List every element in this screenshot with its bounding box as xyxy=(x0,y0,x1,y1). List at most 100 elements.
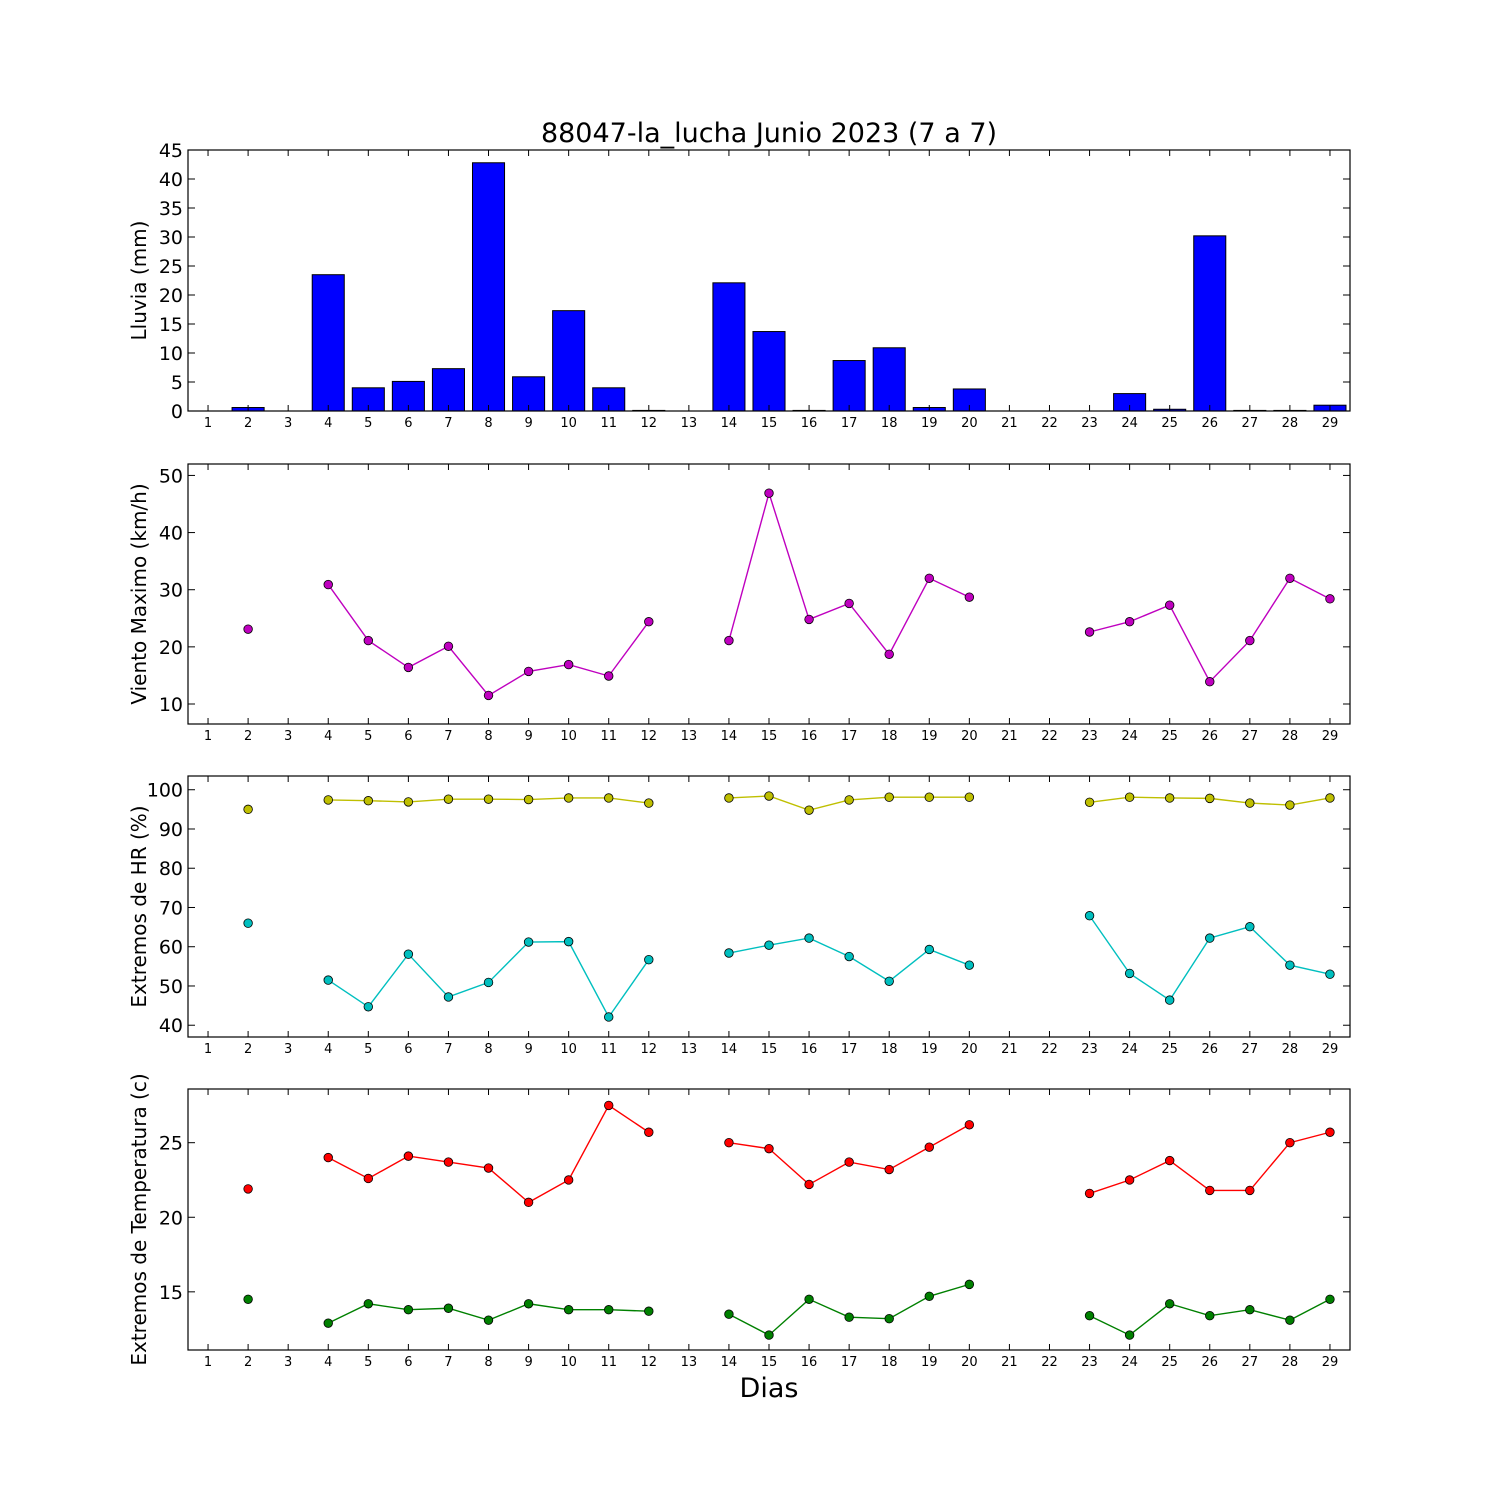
series-0-point-day-19 xyxy=(924,1142,934,1152)
x-tick-label: 22 xyxy=(1041,416,1058,431)
series-1-point-day-16 xyxy=(804,933,814,943)
series-1-point-day-27 xyxy=(1245,922,1255,932)
series-1-point-day-8 xyxy=(483,977,494,988)
series-0-point-day-24 xyxy=(1124,617,1135,627)
y-tick-label: 80 xyxy=(159,858,183,880)
x-tick-label: 26 xyxy=(1201,729,1218,744)
series-0-point-day-18 xyxy=(884,1164,894,1175)
x-tick-label: 20 xyxy=(961,729,978,744)
series-0-point-day-12 xyxy=(644,798,654,808)
series-0-point-day-5 xyxy=(363,635,374,646)
series-1-point-day-23 xyxy=(1084,911,1095,921)
series-0-point-day-8 xyxy=(483,1163,494,1173)
x-tick-label: 4 xyxy=(324,416,332,431)
x-tick-label: 29 xyxy=(1322,729,1339,744)
series-0-point-day-18 xyxy=(884,649,894,659)
x-tick-label: 3 xyxy=(284,1042,292,1057)
x-tick-label: 5 xyxy=(364,416,372,431)
x-tick-label: 6 xyxy=(404,1355,412,1370)
x-tick-label: 13 xyxy=(681,1042,698,1057)
series-1-point-day-25 xyxy=(1164,995,1175,1005)
x-tick-label: 15 xyxy=(761,729,778,744)
panel-temperature: 1 2 3 4 5 6 7 8 9 10 11 12 13 14 15 16 17 18 19 20 21 22 23 24 2… xyxy=(127,1073,1351,1370)
series-1-point-day-23 xyxy=(1084,1310,1095,1321)
series-0-point-day-17 xyxy=(844,1157,854,1167)
series-1-point-day-18 xyxy=(884,1313,894,1324)
series-0-point-day-4 xyxy=(323,579,333,590)
x-tick-label: 1 xyxy=(204,729,212,744)
panel-wind: 1 2 3 4 5 6 7 8 9 10 11 12 13 14 15 16 17 18 19 20 21 22 23 24 2… xyxy=(127,463,1351,744)
x-axis-label: Dias xyxy=(740,1373,799,1404)
series-1-point-day-26 xyxy=(1205,933,1215,943)
series-0-point-day-14 xyxy=(724,1137,734,1148)
bar-day-10 xyxy=(552,310,586,412)
x-tick-label: 11 xyxy=(600,1355,617,1370)
series-0-point-day-11 xyxy=(604,1100,614,1111)
x-tick-label: 14 xyxy=(721,1042,738,1057)
x-tick-label: 21 xyxy=(1001,416,1018,431)
x-tick-label: 19 xyxy=(921,1355,938,1370)
series-0-point-day-20 xyxy=(964,792,975,802)
series-0-point-day-6 xyxy=(403,797,414,807)
x-tick-label: 9 xyxy=(524,1355,532,1370)
x-tick-label: 5 xyxy=(364,1355,372,1370)
x-tick-label: 18 xyxy=(881,1355,898,1370)
series-1-point-day-12 xyxy=(644,1306,654,1316)
x-tick-label: 16 xyxy=(801,1042,818,1057)
x-tick-label: 9 xyxy=(524,416,532,431)
series-0-point-day-5 xyxy=(363,796,374,806)
series-1-point-day-2 xyxy=(243,1294,253,1304)
y-tick-label: 45 xyxy=(159,140,183,162)
x-tick-label: 23 xyxy=(1081,1355,1098,1370)
series-0-point-day-17 xyxy=(844,795,854,805)
series-0-point-day-25 xyxy=(1164,1155,1175,1166)
x-tick-label: 15 xyxy=(761,416,778,431)
series-0-point-day-11 xyxy=(604,671,614,681)
x-tick-label: 13 xyxy=(681,1355,698,1370)
x-tick-label: 2 xyxy=(244,729,252,744)
series-1-point-day-25 xyxy=(1164,1299,1175,1309)
x-tick-label: 24 xyxy=(1121,416,1138,431)
y-axis-label: Viento Maximo (km/h) xyxy=(127,483,151,704)
y-tick-label: 5 xyxy=(171,372,183,394)
x-tick-label: 28 xyxy=(1282,729,1299,744)
bar-day-17 xyxy=(832,360,866,412)
series-0-point-day-14 xyxy=(724,635,734,646)
x-tick-label: 4 xyxy=(324,1355,332,1370)
x-tick-label: 19 xyxy=(921,1042,938,1057)
series-0-point-day-25 xyxy=(1164,600,1175,610)
x-tick-label: 6 xyxy=(404,729,412,744)
chart-title: 88047-la_lucha Junio 2023 (7 a 7) xyxy=(541,118,997,149)
series-0-point-day-5 xyxy=(363,1173,374,1184)
x-tick-label: 7 xyxy=(444,416,452,431)
x-tick-label: 8 xyxy=(484,416,492,431)
series-1-point-day-17 xyxy=(844,1312,854,1322)
series-1-point-day-28 xyxy=(1285,960,1295,970)
series-1-point-day-4 xyxy=(323,1318,333,1328)
series-1-point-day-6 xyxy=(403,949,414,959)
series-0-point-day-28 xyxy=(1285,800,1295,810)
series-0-point-day-27 xyxy=(1245,1185,1255,1196)
x-tick-label: 20 xyxy=(961,1042,978,1057)
series-0-point-day-6 xyxy=(403,662,414,673)
series-1-point-day-10 xyxy=(563,1305,574,1315)
x-tick-label: 25 xyxy=(1161,729,1178,744)
x-tick-label: 26 xyxy=(1201,416,1218,431)
panel-humidity: 1 2 3 4 5 6 7 8 9 10 11 12 13 14 15 16 17 18 19 20 21 22 23 24 2… xyxy=(127,775,1351,1057)
x-tick-label: 20 xyxy=(961,1355,978,1370)
x-tick-label: 28 xyxy=(1282,1042,1299,1057)
series-1-point-day-28 xyxy=(1285,1315,1295,1325)
x-tick-label: 12 xyxy=(641,1042,658,1057)
series-0-point-day-15 xyxy=(764,1143,774,1154)
x-tick-label: 14 xyxy=(721,729,738,744)
y-tick-label: 90 xyxy=(159,819,183,841)
series-0-point-day-4 xyxy=(323,795,333,805)
x-tick-label: 4 xyxy=(324,729,332,744)
series-0-point-day-7 xyxy=(443,794,454,804)
y-tick-label: 20 xyxy=(159,1207,183,1229)
x-tick-label: 4 xyxy=(324,1042,332,1057)
y-tick-label: 40 xyxy=(159,523,183,545)
y-tick-label: 70 xyxy=(159,897,183,919)
x-tick-label: 14 xyxy=(721,1355,738,1370)
